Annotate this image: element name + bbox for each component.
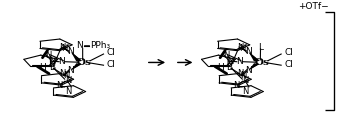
Text: N: N (60, 43, 66, 52)
Text: H: H (39, 63, 46, 72)
Text: N: N (68, 66, 74, 75)
Polygon shape (248, 63, 260, 70)
Polygon shape (248, 52, 260, 61)
Text: Os: Os (77, 58, 92, 67)
Text: B: B (226, 63, 233, 71)
Text: N: N (60, 69, 66, 78)
Text: N: N (223, 51, 229, 60)
Text: N: N (76, 41, 83, 50)
Text: N: N (239, 44, 245, 53)
Text: N: N (45, 51, 51, 60)
Text: L: L (258, 43, 263, 52)
Text: N: N (233, 81, 240, 90)
Text: N: N (245, 66, 252, 75)
Text: N: N (63, 71, 69, 81)
Text: N: N (242, 87, 249, 96)
Text: B: B (49, 63, 55, 71)
Text: N: N (227, 57, 233, 66)
Text: H: H (217, 63, 223, 72)
Text: +OTf−: +OTf− (298, 2, 329, 11)
Text: Os: Os (255, 58, 270, 67)
Text: N: N (49, 57, 56, 66)
Text: N: N (245, 47, 252, 56)
Polygon shape (71, 52, 82, 61)
Text: N: N (236, 57, 243, 66)
Text: Cl: Cl (285, 60, 294, 69)
Text: N: N (237, 43, 244, 52)
Polygon shape (71, 63, 82, 70)
Text: N: N (58, 57, 65, 66)
Text: PPh₃: PPh₃ (91, 41, 111, 50)
Text: N: N (240, 71, 247, 81)
Text: N: N (61, 44, 68, 53)
Text: N: N (237, 69, 244, 78)
Text: Cl: Cl (107, 48, 116, 57)
Text: Cl: Cl (107, 60, 116, 69)
Text: N: N (65, 76, 71, 85)
Text: Cl: Cl (285, 48, 294, 57)
Text: N: N (65, 87, 71, 96)
Text: N: N (243, 76, 249, 85)
Text: N: N (56, 81, 62, 90)
Text: N: N (68, 47, 74, 56)
